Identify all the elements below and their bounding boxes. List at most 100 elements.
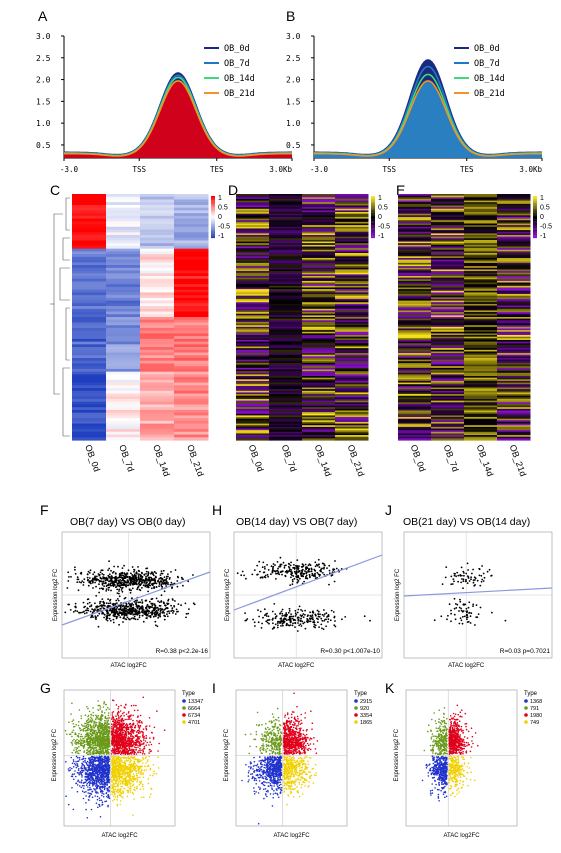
legend-gradient bbox=[371, 212, 375, 215]
heatmap-cell bbox=[236, 261, 270, 264]
legend-gradient bbox=[211, 217, 215, 219]
heatmap-cell bbox=[140, 374, 175, 378]
heatmap-cell bbox=[497, 426, 531, 430]
heatmap-cell bbox=[431, 300, 465, 303]
data-point bbox=[90, 752, 92, 754]
data-point bbox=[159, 614, 161, 616]
data-point bbox=[114, 579, 117, 582]
data-point bbox=[103, 753, 105, 755]
legend-gradient bbox=[371, 229, 375, 232]
heatmap-cell bbox=[431, 354, 465, 357]
heatmap-cell bbox=[302, 431, 336, 435]
heatmap-cell bbox=[174, 199, 209, 203]
heatmap-e: 10.50-0.5-1OB_0d OB_7d OB_14d OB_21d bbox=[398, 194, 552, 478]
heatmap-cell bbox=[269, 235, 303, 238]
heatmap-cell bbox=[431, 328, 465, 331]
data-point bbox=[87, 718, 90, 720]
data-point bbox=[170, 571, 172, 573]
heatmap-cell bbox=[269, 315, 303, 318]
data-point bbox=[131, 611, 134, 613]
data-point bbox=[165, 580, 168, 583]
data-point bbox=[90, 748, 92, 750]
heatmap-cell bbox=[174, 292, 209, 296]
heatmap-cell bbox=[497, 218, 531, 221]
data-point bbox=[81, 580, 84, 582]
data-point bbox=[267, 575, 269, 578]
heatmap-cell bbox=[398, 297, 432, 300]
data-point bbox=[93, 720, 95, 723]
heatmap-cell bbox=[398, 207, 432, 210]
heatmap-cell bbox=[497, 362, 531, 366]
data-point bbox=[94, 742, 97, 744]
heatmap-cell bbox=[431, 384, 465, 387]
data-point bbox=[308, 617, 311, 620]
heatmap-cell bbox=[464, 285, 498, 289]
heatmap-cell bbox=[497, 354, 531, 357]
data-point bbox=[311, 614, 314, 617]
heatmap-cell bbox=[464, 279, 498, 282]
heatmap-cell bbox=[269, 400, 303, 403]
data-point bbox=[143, 753, 146, 755]
data-point bbox=[154, 604, 157, 607]
data-point bbox=[334, 625, 337, 628]
data-point bbox=[159, 574, 162, 576]
data-point bbox=[465, 572, 468, 575]
heatmap-cell bbox=[398, 272, 432, 275]
data-point bbox=[136, 599, 138, 602]
data-point bbox=[90, 717, 93, 720]
data-point bbox=[76, 750, 78, 753]
heatmap-cell bbox=[464, 195, 498, 198]
heatmap-cell bbox=[236, 402, 270, 405]
heatmap-cell bbox=[464, 236, 498, 239]
heatmap-cell bbox=[302, 295, 336, 298]
heatmap-cell bbox=[174, 322, 209, 326]
x-axis-label: ATAC log2FC bbox=[278, 663, 315, 669]
heatmap-cell bbox=[72, 254, 107, 258]
heatmap-cell bbox=[335, 280, 369, 284]
data-point bbox=[98, 733, 101, 735]
heatmap-cell bbox=[72, 243, 107, 247]
heatmap-cell bbox=[72, 284, 107, 288]
heatmap-cell bbox=[497, 220, 531, 223]
heatmap-cell bbox=[335, 331, 369, 334]
heatmap-cell bbox=[335, 282, 369, 285]
data-point bbox=[318, 575, 321, 577]
heatmap-cell bbox=[140, 404, 175, 408]
data-point bbox=[117, 599, 120, 602]
heatmap-cell bbox=[236, 210, 270, 213]
data-point bbox=[286, 572, 288, 574]
data-point bbox=[329, 619, 332, 622]
data-point bbox=[454, 618, 457, 621]
legend-gradient bbox=[211, 196, 215, 198]
heatmap-cell bbox=[236, 354, 270, 357]
heatmap-cell bbox=[236, 220, 270, 223]
data-point bbox=[317, 613, 320, 616]
heatmap-cell bbox=[302, 380, 336, 384]
data-point bbox=[74, 732, 77, 734]
data-point bbox=[467, 569, 469, 571]
data-point bbox=[299, 623, 302, 625]
data-point bbox=[115, 599, 118, 602]
data-point bbox=[96, 750, 98, 753]
heatmap-cell bbox=[236, 276, 270, 279]
x-tick-label: -3.0 bbox=[60, 165, 79, 174]
heatmap-cell bbox=[464, 318, 498, 321]
heatmap-cell bbox=[140, 437, 175, 441]
data-point bbox=[463, 572, 465, 574]
heatmap-cell bbox=[497, 215, 531, 218]
heatmap-cell bbox=[464, 308, 498, 312]
heatmap-cell bbox=[497, 397, 531, 400]
data-point bbox=[302, 572, 305, 575]
data-point bbox=[150, 598, 153, 601]
y-tick-label: 1.0 bbox=[36, 119, 51, 128]
data-point bbox=[169, 583, 172, 586]
data-point bbox=[299, 619, 302, 622]
data-point bbox=[176, 580, 179, 582]
data-point bbox=[132, 575, 134, 578]
data-point bbox=[291, 578, 294, 581]
heatmap-cell bbox=[302, 236, 336, 239]
heatmap-cell bbox=[302, 405, 336, 408]
heatmap-cell bbox=[302, 374, 336, 377]
legend-tick-label: 0.5 bbox=[378, 205, 388, 212]
heatmap-cell bbox=[302, 330, 336, 333]
